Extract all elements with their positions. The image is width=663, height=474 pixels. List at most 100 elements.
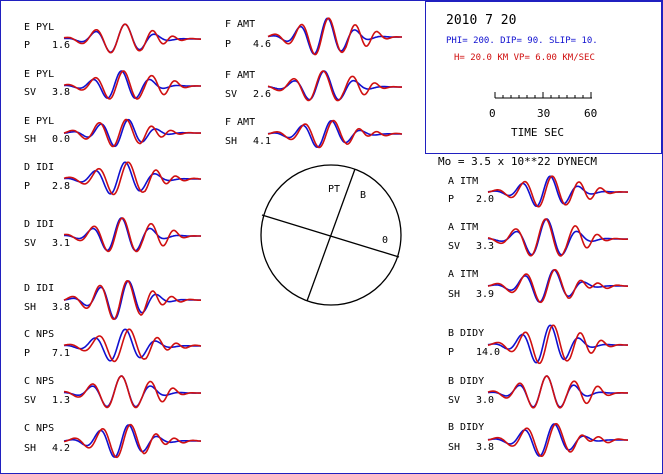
trace-amplitude: 3.8 xyxy=(52,302,70,313)
p-axis-label: P xyxy=(328,184,334,195)
nodal-plane-1 xyxy=(306,168,356,302)
trace-station: A ITM xyxy=(448,176,478,187)
trace-station: C NPS xyxy=(24,423,54,434)
trace-station: A ITM xyxy=(448,269,478,280)
trace-component: SH xyxy=(448,442,460,453)
trace-component: SH xyxy=(24,302,36,313)
trace-component: SV xyxy=(448,241,460,252)
trace-station: B DIDY xyxy=(448,422,484,433)
nodal-plane-2 xyxy=(261,214,400,258)
trace-amplitude: 3.8 xyxy=(476,442,494,453)
trace-group: D IDI SH 3.8 xyxy=(24,279,201,321)
info-box: 2010 7 20 PHI= 200. DIP= 90. SLIP= 10. H… xyxy=(425,1,662,154)
trace-station: F AMT xyxy=(225,70,255,81)
trace-group: A ITM SH 3.9 xyxy=(448,268,628,304)
synthetic-waveform xyxy=(63,161,202,196)
trace-group: D IDI SV 3.1 xyxy=(24,217,202,253)
synthetic-waveform xyxy=(63,279,201,321)
trace-group: E PYL P 1.6 xyxy=(24,22,201,54)
synthetic-waveform xyxy=(487,175,628,208)
trace-station: B DIDY xyxy=(448,376,484,387)
trace-amplitude: 14.0 xyxy=(476,347,500,358)
trace-amplitude: 3.8 xyxy=(52,87,70,98)
synthetic-waveform xyxy=(63,217,202,253)
trace-component: SV xyxy=(24,238,36,249)
trace-component: SV xyxy=(448,395,460,406)
observed-waveform xyxy=(267,70,402,101)
trace-component: SH xyxy=(24,134,36,145)
trace-amplitude: 1.3 xyxy=(52,395,70,406)
trace-component: SH xyxy=(448,289,460,300)
trace-station: F AMT xyxy=(225,19,255,30)
trace-component: SV xyxy=(24,87,36,98)
observed-waveform xyxy=(487,218,628,256)
event-date: 2010 7 20 xyxy=(446,13,516,28)
trace-group: F AMT SH 4.1 xyxy=(225,117,403,149)
time-scale-bar xyxy=(494,92,592,99)
synthetic-waveform xyxy=(63,118,201,148)
trace-station: B DIDY xyxy=(448,328,484,339)
trace-component: SV xyxy=(24,395,36,406)
beachball-circle xyxy=(260,164,402,306)
trace-amplitude: 3.9 xyxy=(476,289,494,300)
trace-amplitude: 3.0 xyxy=(476,395,494,406)
scale-tick-30: 30 xyxy=(537,107,550,120)
synthetic-waveform xyxy=(63,23,201,54)
observed-waveform xyxy=(487,324,628,364)
trace-component: P xyxy=(448,194,454,205)
observed-waveform xyxy=(487,423,628,457)
trace-component: SH xyxy=(225,136,237,147)
trace-station: D IDI xyxy=(24,283,54,294)
trace-amplitude: 1.6 xyxy=(52,40,70,51)
trace-station: E PYL xyxy=(24,22,54,33)
synthetic-waveform xyxy=(63,423,201,459)
trace-component: P xyxy=(24,348,30,359)
trace-amplitude: 2.0 xyxy=(476,194,494,205)
trace-component: SH xyxy=(24,443,36,454)
synthetic-waveform xyxy=(487,268,628,304)
trace-amplitude: 4.2 xyxy=(52,443,70,454)
synthetic-waveform xyxy=(267,70,402,102)
b-axis-label: B xyxy=(360,190,366,201)
observed-waveform xyxy=(64,161,201,195)
trace-group: C NPS SV 1.3 xyxy=(24,375,201,409)
scale-label: TIME SEC xyxy=(511,126,564,139)
trace-amplitude: 4.1 xyxy=(253,136,271,147)
trace-amplitude: 4.6 xyxy=(253,39,271,50)
focal-mechanism-beachball: P T B 0 xyxy=(260,164,402,306)
trace-amplitude: 0.0 xyxy=(52,134,70,145)
trace-amplitude: 3.3 xyxy=(476,241,494,252)
synthetic-waveform xyxy=(63,375,201,409)
trace-station: C NPS xyxy=(24,376,54,387)
mechanism-text: PHI= 200. DIP= 90. SLIP= 10. xyxy=(446,36,598,46)
trace-group: F AMT SV 2.6 xyxy=(225,70,402,102)
trace-station: D IDI xyxy=(24,162,54,173)
trace-component: SV xyxy=(225,89,237,100)
trace-station: E PYL xyxy=(24,116,54,127)
trace-group: E PYL SV 3.8 xyxy=(24,69,201,100)
synthetic-waveform xyxy=(487,218,629,257)
null-axis-label: 0 xyxy=(382,235,388,246)
observed-waveform xyxy=(63,280,201,320)
observed-waveform xyxy=(487,375,628,408)
observed-waveform xyxy=(64,118,201,148)
depth-velocity-text: H= 20.0 KM VP= 6.00 KM/SEC xyxy=(454,53,595,63)
trace-amplitude: 7.1 xyxy=(52,348,70,359)
trace-group: A ITM P 2.0 xyxy=(448,175,628,208)
trace-amplitude: 2.8 xyxy=(52,181,70,192)
trace-group: C NPS P 7.1 xyxy=(24,328,202,363)
scale-tick-0: 0 xyxy=(489,107,496,120)
observed-waveform xyxy=(64,70,201,100)
observed-waveform xyxy=(487,269,628,303)
synthetic-waveform xyxy=(487,324,628,365)
t-axis-label: T xyxy=(334,184,340,195)
synthetic-waveform xyxy=(267,119,403,149)
trace-component: P xyxy=(24,181,30,192)
trace-group: D IDI P 2.8 xyxy=(24,161,202,196)
trace-station: F AMT xyxy=(225,117,255,128)
observed-waveform xyxy=(487,175,628,207)
trace-station: D IDI xyxy=(24,219,54,230)
trace-group: B DIDY P 14.0 xyxy=(448,324,628,365)
trace-component: P xyxy=(225,39,231,50)
